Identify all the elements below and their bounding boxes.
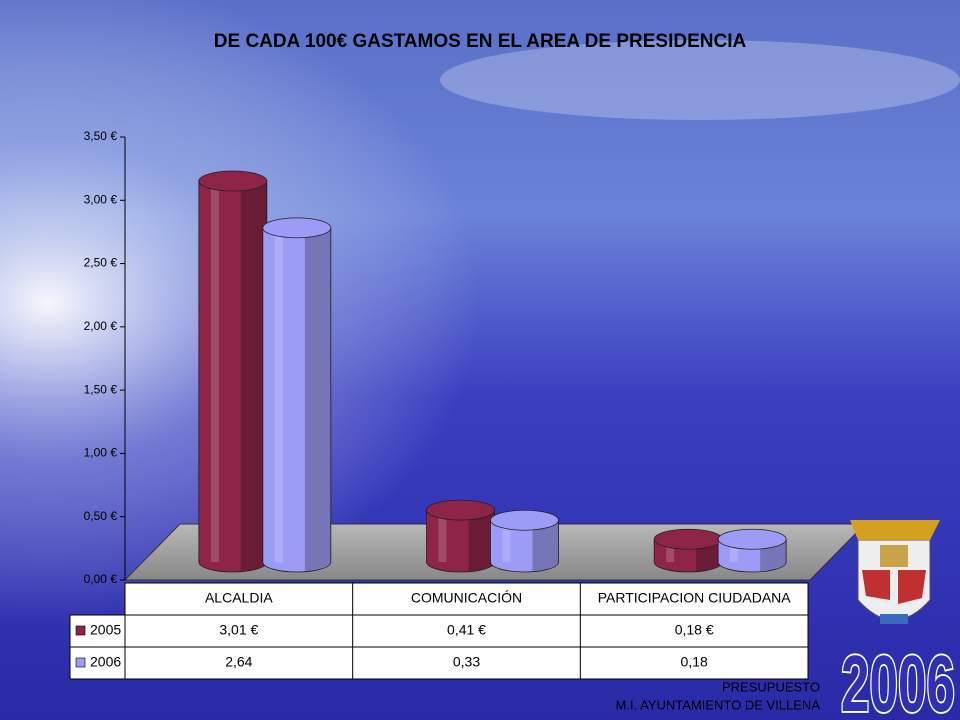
legend-key: [75, 625, 86, 636]
y-tick-label: 2,00 €: [84, 319, 118, 333]
bar: [426, 499, 495, 573]
table-value: 0,33: [453, 654, 480, 670]
table-value: 3,01 €: [219, 622, 258, 638]
chart-title: DE CADA 100€ GASTAMOS EN EL AREA DE PRES…: [214, 31, 747, 52]
bar-shade: [532, 520, 559, 571]
table-value: 0,18 €: [675, 622, 714, 638]
legend-key: [75, 657, 86, 668]
bar-body: [262, 227, 332, 573]
bar: [262, 217, 332, 573]
bar-shade: [304, 227, 331, 571]
bar: [717, 528, 787, 573]
legend-label: 2005: [90, 622, 121, 638]
bar-top: [262, 217, 332, 239]
x-tick-label: PARTICIPACION CIUDADANA: [598, 590, 792, 606]
y-tick-label: 0,50 €: [84, 509, 118, 523]
bar: [490, 509, 559, 573]
x-tick-label: COMUNICACIÓN: [411, 590, 522, 606]
y-tick-label: 3,50 €: [84, 129, 118, 143]
x-tick-label: ALCALDIA: [205, 590, 273, 606]
bar-highlight: [730, 539, 739, 562]
bar-top: [426, 499, 495, 521]
table-value: 0,18: [681, 654, 708, 670]
bar-top: [717, 528, 787, 550]
footer-year: 2006: [841, 640, 955, 720]
footer-line: M.I. AYUNTAMIENTO DE VILLENA: [616, 697, 821, 712]
y-tick-label: 1,00 €: [84, 446, 118, 460]
y-tick-label: 1,50 €: [84, 382, 118, 396]
table-value: 0,41 €: [447, 622, 486, 638]
bar-body: [490, 519, 559, 573]
y-tick-label: 3,00 €: [84, 192, 118, 206]
bar-shade: [240, 181, 267, 571]
coat-of-arms: [850, 520, 940, 624]
bar-shade: [468, 510, 495, 571]
bar-highlight: [502, 520, 511, 562]
y-tick-label: 2,50 €: [84, 256, 118, 270]
bar-highlight: [210, 181, 219, 562]
bar-highlight: [666, 539, 675, 562]
footer-line: PRESUPUESTO: [722, 679, 820, 694]
legend-label: 2006: [90, 654, 121, 670]
bar-highlight: [274, 227, 283, 562]
table-value: 2,64: [225, 654, 252, 670]
y-tick-label: 0,00 €: [84, 572, 118, 586]
bar-top: [490, 509, 559, 531]
table-cell: [124, 582, 809, 616]
bar: [653, 528, 723, 573]
bar: [198, 170, 268, 573]
bar-top: [653, 528, 723, 550]
bar-highlight: [438, 510, 447, 562]
data-table: ALCALDIA COMUNICACIÓN PARTICIPACION CIUDAD…: [69, 582, 809, 680]
cloud: [440, 40, 960, 120]
bar-top: [198, 170, 268, 192]
